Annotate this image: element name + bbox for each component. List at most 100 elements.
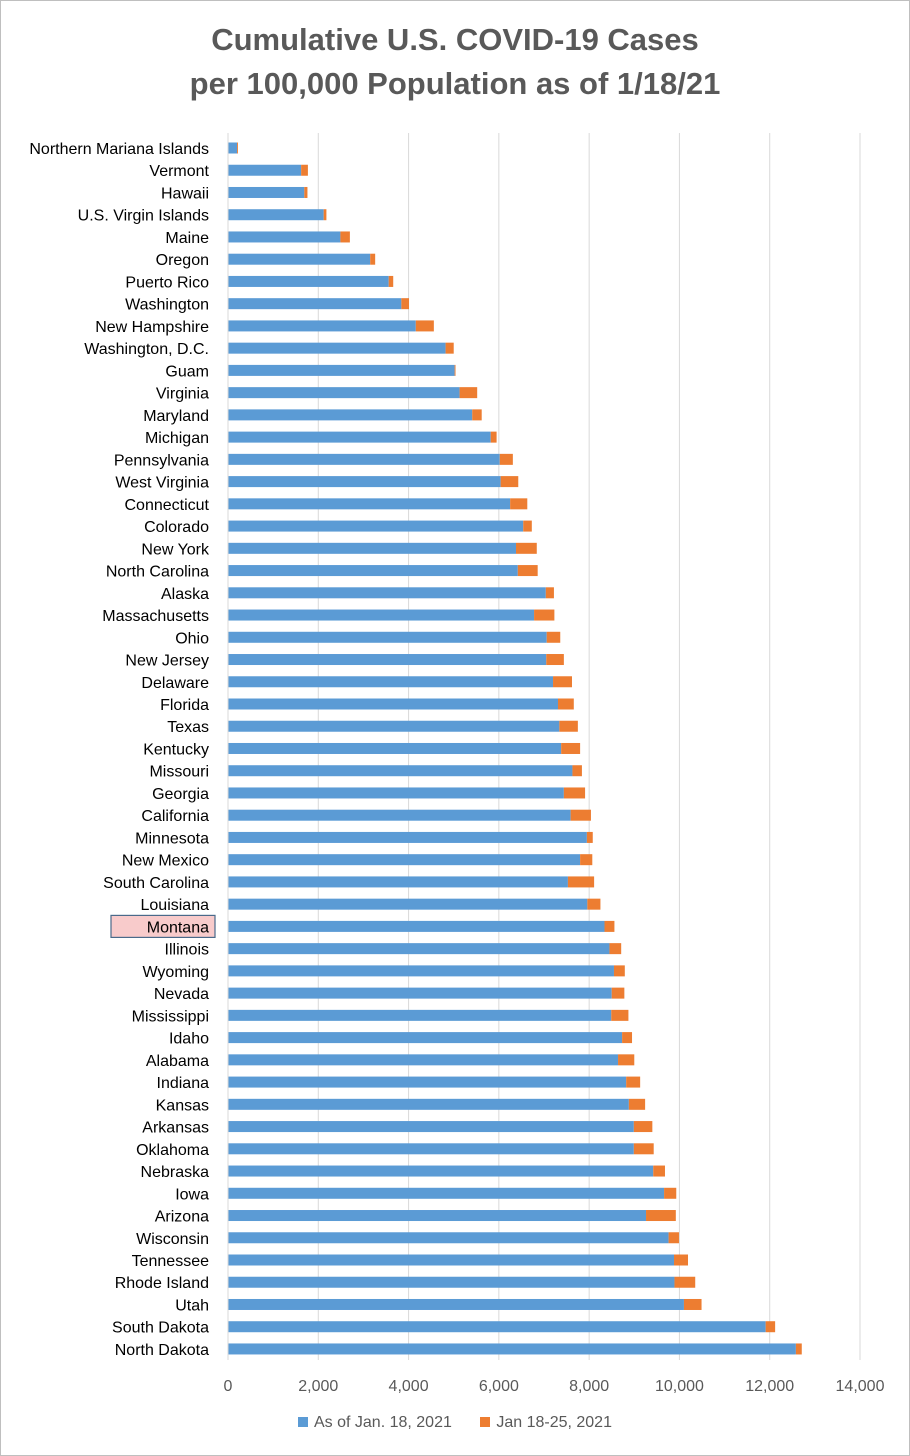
bar-base bbox=[228, 631, 547, 643]
bar-increment bbox=[499, 453, 513, 465]
y-category-label: West Virginia bbox=[115, 475, 209, 492]
bar-base bbox=[228, 765, 573, 777]
y-category-label: Louisiana bbox=[141, 897, 210, 914]
bar-base bbox=[228, 720, 560, 732]
bar-increment bbox=[570, 809, 591, 821]
bar-base bbox=[228, 676, 554, 688]
bar-base bbox=[228, 542, 517, 554]
y-category-label: Tennessee bbox=[132, 1253, 209, 1270]
bar-base bbox=[228, 1143, 634, 1155]
y-category-label: California bbox=[141, 808, 209, 825]
y-category-label: South Carolina bbox=[103, 875, 209, 892]
y-category-label: Minnesota bbox=[135, 830, 209, 847]
legend-label-increment: Jan 18-25, 2021 bbox=[496, 1414, 612, 1431]
bar-base bbox=[228, 920, 605, 932]
y-category-label: Connecticut bbox=[125, 497, 210, 514]
bar-base bbox=[228, 987, 612, 999]
y-category-label: Washington bbox=[125, 297, 209, 314]
bar-increment bbox=[304, 186, 308, 198]
y-category-label: Mississippi bbox=[132, 1008, 209, 1025]
y-category-label: Kentucky bbox=[143, 741, 209, 758]
bar-increment bbox=[523, 520, 532, 532]
y-category-label: Puerto Rico bbox=[125, 274, 209, 291]
bar-increment bbox=[611, 987, 625, 999]
bar-base bbox=[228, 1210, 647, 1222]
bar-increment bbox=[545, 587, 554, 599]
bar-increment bbox=[572, 765, 582, 777]
bar-increment bbox=[765, 1321, 776, 1333]
y-category-label: Wisconsin bbox=[136, 1231, 209, 1248]
bar-increment bbox=[340, 231, 350, 243]
bar-base bbox=[228, 342, 446, 354]
y-category-label: New Mexico bbox=[122, 853, 209, 870]
bar-base bbox=[228, 275, 389, 287]
bar-increment bbox=[611, 1009, 629, 1021]
bar-base bbox=[228, 698, 558, 710]
bar-base bbox=[228, 654, 547, 666]
y-category-label: Georgia bbox=[152, 786, 209, 803]
bar-increment bbox=[459, 387, 478, 399]
y-category-label: Iowa bbox=[175, 1186, 209, 1203]
y-category-label: Alabama bbox=[146, 1053, 209, 1070]
bar-base bbox=[228, 1032, 623, 1044]
y-category-label: Florida bbox=[160, 697, 209, 714]
bar-base bbox=[228, 809, 571, 821]
bar-increment bbox=[674, 1276, 696, 1288]
bar-increment bbox=[580, 854, 593, 866]
y-category-label: Pennsylvania bbox=[114, 452, 209, 469]
bar-base bbox=[228, 1232, 669, 1244]
bar-base bbox=[228, 298, 402, 310]
bar-base bbox=[228, 587, 546, 599]
y-category-label: North Carolina bbox=[106, 564, 209, 581]
y-category-label: Nebraska bbox=[141, 1164, 210, 1181]
y-category-label: Colorado bbox=[144, 519, 209, 536]
y-category-label: Massachusetts bbox=[102, 608, 209, 625]
bar-increment bbox=[454, 364, 456, 376]
y-category-label: Arizona bbox=[155, 1209, 209, 1226]
bar-increment bbox=[674, 1254, 689, 1266]
bar-increment bbox=[633, 1143, 654, 1155]
bar-base bbox=[228, 1254, 675, 1266]
y-category-label: U.S. Virgin Islands bbox=[78, 208, 209, 225]
bar-base bbox=[228, 186, 305, 198]
y-category-label: Vermont bbox=[149, 163, 209, 180]
bar-base bbox=[228, 854, 581, 866]
y-category-label: Indiana bbox=[157, 1075, 210, 1092]
y-category-label: Northern Mariana Islands bbox=[29, 141, 209, 158]
bar-base bbox=[228, 876, 568, 888]
legend-swatch-base bbox=[298, 1417, 308, 1427]
y-category-label: Utah bbox=[175, 1297, 209, 1314]
y-category-label: Alaska bbox=[161, 586, 209, 603]
y-category-label: Texas bbox=[167, 719, 209, 736]
bar-base bbox=[228, 609, 535, 621]
y-category-label: Kansas bbox=[156, 1097, 209, 1114]
bar-increment bbox=[557, 698, 574, 710]
bar-base bbox=[228, 831, 587, 843]
legend-swatch-increment bbox=[480, 1417, 491, 1427]
bar-increment bbox=[510, 498, 528, 510]
y-category-label: Hawaii bbox=[161, 185, 209, 202]
bar-increment bbox=[500, 476, 519, 488]
bar-base bbox=[228, 742, 562, 754]
bar-base bbox=[228, 364, 455, 376]
bar-increment bbox=[683, 1298, 702, 1310]
y-category-label: Wyoming bbox=[142, 964, 209, 981]
bar-base bbox=[228, 1098, 629, 1110]
y-category-label: Virginia bbox=[156, 386, 209, 403]
y-category-label: Oregon bbox=[156, 252, 209, 269]
bar-base bbox=[228, 520, 524, 532]
x-tick-label: 4,000 bbox=[389, 1378, 429, 1395]
bar-increment bbox=[618, 1054, 635, 1066]
y-category-label: Rhode Island bbox=[115, 1275, 209, 1292]
highlight-box bbox=[110, 914, 216, 939]
bar-increment bbox=[388, 275, 394, 287]
y-category-label: New Jersey bbox=[125, 653, 209, 670]
bar-increment bbox=[237, 142, 238, 154]
y-category-label: Guam bbox=[165, 363, 209, 380]
bar-increment bbox=[534, 609, 555, 621]
bar-base bbox=[228, 476, 501, 488]
bar-base bbox=[228, 1298, 684, 1310]
y-category-label: New Hampshire bbox=[95, 319, 209, 336]
bar-base bbox=[228, 320, 416, 332]
bar-increment bbox=[586, 831, 593, 843]
